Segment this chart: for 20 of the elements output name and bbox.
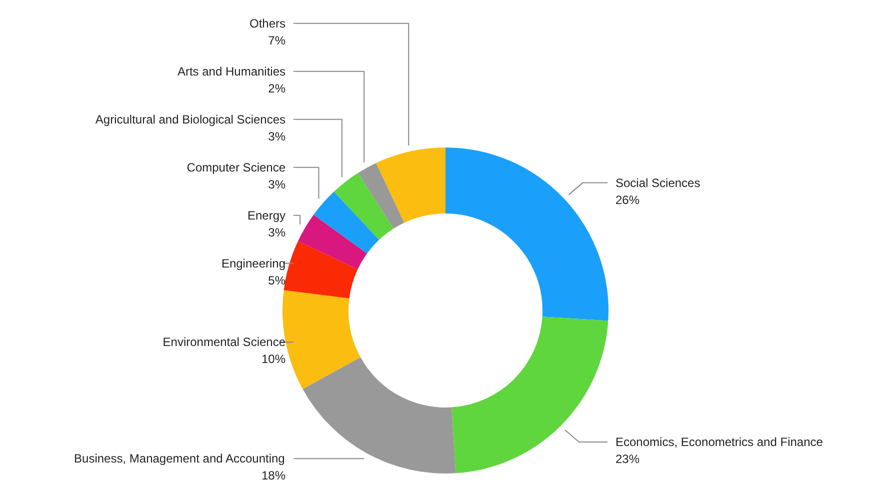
data-label: 23%	[616, 452, 640, 466]
data-label: 2%	[268, 81, 286, 96]
data-label: 7%	[268, 33, 286, 48]
data-label: 18%	[261, 468, 286, 483]
slice-label: Others	[249, 16, 286, 30]
data-label: 10%	[261, 352, 286, 366]
slice-label: Computer Science	[186, 160, 286, 174]
slice-label: Social Sciences	[616, 176, 700, 190]
slice-label: Agricultural and Biological Sciences	[95, 112, 286, 126]
data-label: 26%	[616, 192, 640, 207]
slice-label: Business, Management and Accounting	[74, 452, 285, 466]
slice-label: Environmental Science	[162, 335, 286, 350]
slice-label: Economics, Econometrics and Finance	[616, 435, 824, 449]
slice-label: Energy	[247, 208, 286, 222]
data-label: 5%	[268, 273, 286, 288]
slice-label: Arts and Humanities	[177, 64, 286, 78]
data-label: 3%	[268, 225, 286, 240]
slice-label: Engineering	[221, 256, 286, 270]
data-label: 3%	[268, 177, 286, 192]
data-label: 3%	[268, 129, 286, 144]
